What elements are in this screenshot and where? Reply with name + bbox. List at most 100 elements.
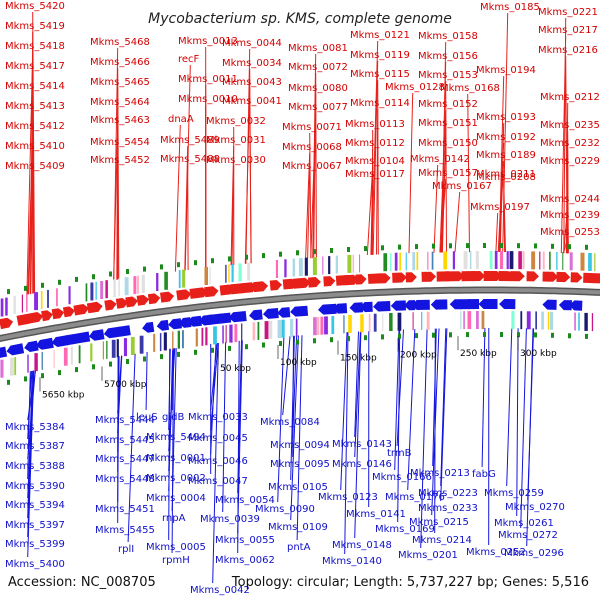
inner-tick xyxy=(398,333,401,339)
reverse-gene-arrow xyxy=(24,340,39,352)
bottom-connector xyxy=(210,343,217,455)
reverse-gene-arrow xyxy=(349,302,364,313)
bottom-label: Mkms_0039 xyxy=(200,514,260,525)
forward-category-bar xyxy=(452,251,455,270)
top-connector xyxy=(408,92,414,254)
inner-tick xyxy=(228,345,231,351)
reverse-category-bar xyxy=(130,337,135,355)
outer-tick xyxy=(398,244,401,250)
reverse-gene-arrow xyxy=(6,343,25,356)
forward-category-bar xyxy=(304,257,308,276)
top-connector xyxy=(244,87,251,264)
bottom-label: Mkms_0033 xyxy=(188,412,248,423)
reverse-category-bar xyxy=(102,341,104,360)
reverse-category-bar xyxy=(412,312,414,331)
reverse-category-bar xyxy=(201,327,204,346)
forward-category-bar xyxy=(13,296,16,314)
reverse-gene-arrow xyxy=(35,337,54,350)
forward-connector-lines xyxy=(26,11,569,295)
top-label: Mkms_5420 xyxy=(5,1,65,12)
bottom-label: Mkms_5397 xyxy=(5,520,65,531)
bottom-label: Mkms_0084 xyxy=(260,417,320,428)
bottom-label: Mkms_0296 xyxy=(504,548,564,559)
reverse-category-bar xyxy=(106,340,108,359)
reverse-category-bar xyxy=(320,316,324,335)
scale-ticks xyxy=(7,243,588,385)
inner-tick xyxy=(415,333,418,339)
top-connector xyxy=(113,125,119,281)
bottom-label: Mkms_0002 xyxy=(146,473,206,484)
reverse-category-bar xyxy=(225,325,227,344)
forward-category-bar xyxy=(225,264,227,283)
forward-gene-arrow xyxy=(51,308,65,320)
reverse-category-bar xyxy=(222,325,224,344)
reverse-category-bar xyxy=(343,315,345,334)
forward-gene-arrow xyxy=(41,310,53,322)
reverse-category-bar xyxy=(63,347,68,366)
bottom-label: Mkms_5445 xyxy=(95,435,155,446)
top-label: Mkms_5452 xyxy=(90,155,150,166)
reverse-category-bar xyxy=(139,335,144,354)
top-label: Mkms_5417 xyxy=(5,61,65,72)
reverse-category-bar xyxy=(549,311,554,330)
reverse-category-bar xyxy=(290,319,294,337)
forward-category-bar xyxy=(136,275,139,294)
outer-tick xyxy=(483,243,486,248)
top-label: Mkms_0193 xyxy=(476,112,536,123)
reverse-category-bar xyxy=(229,324,233,343)
inner-tick xyxy=(92,364,95,370)
forward-category-bar xyxy=(95,281,97,300)
reverse-category-bar xyxy=(177,330,180,349)
reverse-gene-arrow xyxy=(198,314,214,326)
forward-gene-arrow xyxy=(445,271,465,282)
backbone-ring xyxy=(0,288,600,341)
outer-tick xyxy=(75,276,78,282)
top-label: Mkms_0041 xyxy=(222,96,282,107)
forward-category-bar xyxy=(156,273,159,291)
top-connector xyxy=(563,237,569,254)
top-label: Mkms_0211 xyxy=(476,169,536,180)
top-connector xyxy=(376,108,379,255)
outer-tick xyxy=(568,244,571,250)
forward-gene-arrow xyxy=(293,277,311,289)
bottom-label: Mkms_0143 xyxy=(332,439,392,450)
top-label: Mkms_5412 xyxy=(5,121,65,132)
reverse-category-bar xyxy=(476,311,479,329)
top-label: Mkms_0221 xyxy=(538,7,598,18)
top-label: Mkms_0072 xyxy=(288,62,348,73)
top-label: Mkms_0071 xyxy=(282,122,342,133)
reverse-category-bar xyxy=(541,311,544,330)
bottom-label: Mkms_5387 xyxy=(5,441,65,452)
reverse-category-bar xyxy=(111,339,116,358)
reverse-category-bar xyxy=(421,311,423,330)
forward-category-bar xyxy=(405,252,407,271)
inner-tick xyxy=(500,332,503,337)
reverse-category-bar xyxy=(520,311,523,330)
inner-tick xyxy=(7,379,10,385)
bottom-label: Mkms_5455 xyxy=(95,525,155,536)
top-label: Mkms_0194 xyxy=(476,65,536,76)
inner-tick xyxy=(58,370,61,376)
bottom-connector xyxy=(407,329,416,491)
bottom-label: trmB xyxy=(387,448,412,459)
forward-category-bar xyxy=(475,251,479,269)
topology-text: Topology: circular; Length: 5,737,227 bp… xyxy=(231,575,589,590)
forward-gene-arrow xyxy=(73,304,89,316)
top-label: Mkms_0113 xyxy=(345,119,405,130)
top-connector xyxy=(445,80,447,253)
forward-category-bar xyxy=(549,251,551,270)
forward-gene-arrow xyxy=(542,271,559,282)
reverse-gene-arrow xyxy=(449,299,461,310)
top-label: Mkms_5410 xyxy=(5,141,65,152)
top-label: Mkms_5466 xyxy=(90,57,150,68)
forward-gene-arrow xyxy=(26,312,44,324)
inner-tick xyxy=(75,367,78,373)
top-label: Mkms_0031 xyxy=(206,135,266,146)
reverse-gene-arrow xyxy=(263,308,279,319)
bottom-label: Mkms_0004 xyxy=(146,493,206,504)
top-connector xyxy=(498,160,505,253)
forward-gene-arrow xyxy=(176,289,192,301)
bottom-label: Mkms_5451 xyxy=(95,504,155,515)
top-label: Mkms_0153 xyxy=(418,70,478,81)
